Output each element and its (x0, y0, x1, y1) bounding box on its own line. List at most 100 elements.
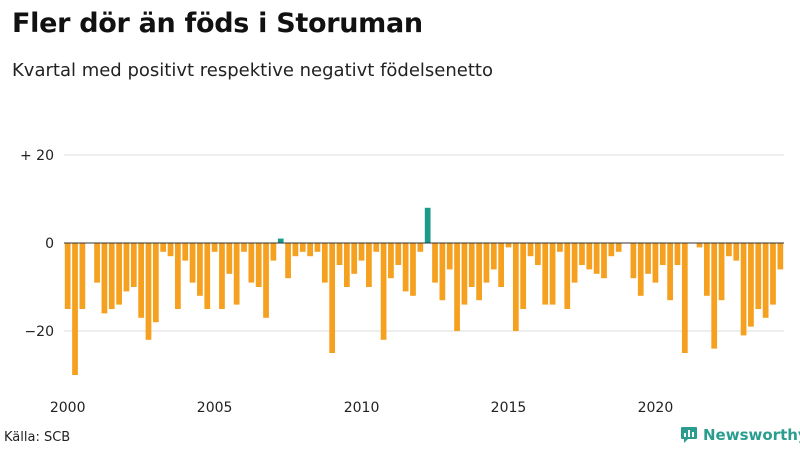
bar (321, 243, 328, 283)
bar (182, 243, 189, 261)
bar (175, 243, 181, 309)
bar (314, 243, 321, 252)
bar (138, 243, 145, 318)
bar (681, 243, 688, 353)
bar (718, 243, 725, 301)
bar (388, 243, 394, 279)
bar (211, 243, 218, 252)
bar (285, 243, 291, 279)
x-tick-label: 2000 (50, 400, 86, 416)
bar (762, 243, 769, 318)
source-note: Källa: SCB (4, 430, 71, 445)
bar (542, 243, 549, 305)
bar (726, 243, 732, 257)
x-tick-label: 2015 (491, 400, 527, 416)
x-tick-label: 2020 (638, 400, 674, 416)
bar (116, 243, 122, 305)
bar (637, 243, 644, 296)
bar (601, 243, 607, 279)
bar (777, 243, 784, 270)
bar (167, 243, 174, 257)
bar (329, 243, 336, 353)
bar (703, 243, 710, 296)
x-tick-label: 2005 (197, 400, 233, 416)
bar (373, 243, 380, 252)
bar (733, 243, 740, 261)
bar (674, 243, 681, 265)
bar (748, 243, 754, 327)
brand-logo: Newsworthy (680, 426, 800, 444)
bar (696, 243, 703, 248)
bar (432, 243, 438, 283)
bar (189, 243, 196, 283)
y-tick-label: + 20 (20, 148, 54, 164)
bar (410, 243, 416, 296)
bar (351, 243, 358, 274)
bar (123, 243, 130, 292)
bar (101, 243, 108, 314)
bar (711, 243, 718, 349)
bar (468, 243, 475, 287)
bar (659, 243, 666, 265)
bar (461, 243, 468, 305)
bar (446, 243, 453, 270)
bar (645, 243, 651, 274)
bar (740, 243, 747, 336)
bar (248, 243, 255, 283)
bar (579, 243, 585, 265)
bar (358, 243, 365, 261)
bar (336, 243, 343, 265)
bar (549, 243, 556, 305)
bar (94, 243, 100, 283)
y-tick-label: 0 (45, 236, 54, 252)
bar (483, 243, 490, 283)
bar (72, 243, 78, 375)
bar (505, 243, 512, 248)
bar (197, 243, 203, 296)
bar (145, 243, 152, 340)
bar (564, 243, 571, 309)
x-tick-label: 2010 (344, 400, 380, 416)
bar (130, 243, 137, 287)
bar (152, 243, 159, 323)
bar (270, 243, 277, 261)
chart-title: Fler dör än föds i Storuman (12, 8, 423, 39)
bar (79, 243, 86, 309)
bar (571, 243, 578, 283)
bar (380, 243, 387, 340)
bar (299, 243, 306, 252)
bar (498, 243, 505, 287)
bar (586, 243, 593, 270)
bar (667, 243, 673, 301)
bar (557, 243, 563, 252)
bar (608, 243, 615, 257)
bar (424, 207, 431, 243)
bar (233, 243, 240, 305)
y-tick-label: −20 (24, 324, 54, 340)
bar (263, 243, 269, 318)
brand-name: Newsworthy (703, 426, 800, 444)
bar (204, 243, 211, 309)
bar (255, 243, 262, 287)
bar (292, 243, 299, 257)
bar (395, 243, 402, 265)
bar (439, 243, 446, 301)
bar (402, 243, 409, 292)
bar (219, 243, 225, 309)
bar (490, 243, 497, 270)
bar (476, 243, 482, 301)
bar (226, 243, 233, 274)
bar (652, 243, 659, 283)
bar (343, 243, 350, 287)
bar (241, 243, 247, 252)
bar (108, 243, 115, 309)
bar (64, 243, 71, 309)
bar (615, 243, 622, 252)
bar (512, 243, 519, 331)
bar (755, 243, 762, 309)
bar (160, 243, 167, 252)
bar (277, 238, 284, 243)
newsworthy-logo-icon (681, 427, 697, 443)
bar (454, 243, 460, 331)
